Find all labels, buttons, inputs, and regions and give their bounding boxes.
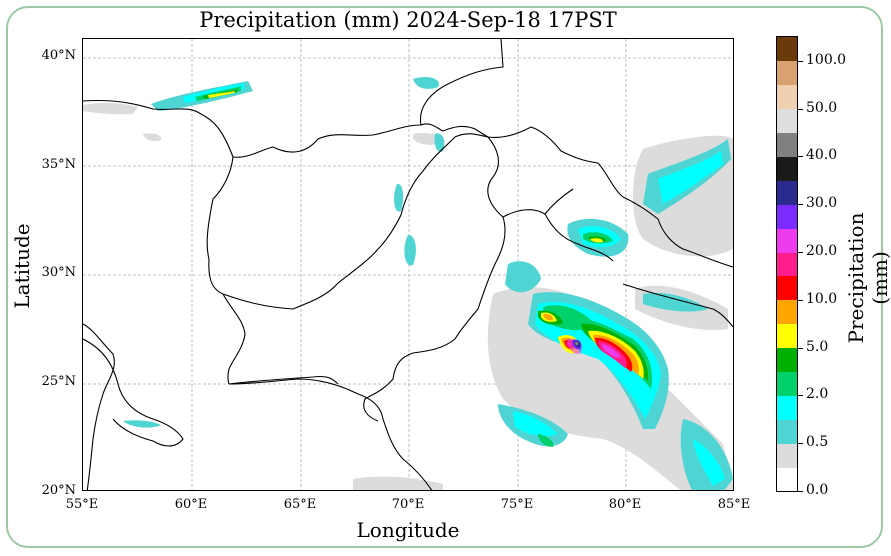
precip-cell — [513, 411, 558, 437]
precip-cell — [643, 292, 708, 312]
colorbar-tick-label: 20.0 — [806, 243, 838, 260]
colorbar-segment — [777, 419, 797, 444]
y-tick-label: 30°N — [41, 265, 76, 280]
precip-cell — [505, 261, 541, 293]
precip-cell — [538, 434, 554, 447]
colorbar-tick-label: 100.0 — [806, 51, 847, 68]
y-tick-label: 25°N — [41, 374, 76, 389]
colorbar-tick-mark — [798, 491, 803, 492]
colorbar-segment — [777, 108, 797, 134]
country-borders — [83, 39, 733, 490]
colorbar-tick-label: 10.0 — [806, 290, 838, 307]
colorbar-segment — [777, 156, 797, 181]
precip-cell — [601, 344, 621, 358]
colorbar-tick-mark — [798, 395, 803, 397]
colorbar-tick-label: 40.0 — [806, 147, 838, 164]
colorbar-tick-mark — [798, 252, 803, 254]
colorbar-segment — [777, 132, 797, 157]
x-tick-label: 60°E — [174, 497, 208, 512]
colorbar-segment — [777, 323, 797, 349]
precipitation-map — [83, 39, 733, 490]
precip-cell — [575, 341, 579, 346]
colorbar-tick-label: 50.0 — [806, 99, 838, 116]
colorbar — [776, 36, 798, 492]
colorbar-segment — [777, 371, 797, 396]
graticule — [83, 39, 733, 490]
precip-cell — [590, 238, 603, 243]
colorbar-segment — [777, 395, 797, 420]
colorbar-tick-label: 2.0 — [806, 386, 829, 403]
colorbar-segment — [777, 37, 797, 62]
colorbar-tick-label: 30.0 — [806, 195, 838, 212]
precip-cell — [123, 420, 161, 428]
colorbar-tick-mark — [798, 108, 803, 110]
precip-cell — [404, 234, 416, 266]
precip-cell — [543, 313, 553, 321]
colorbar-label: Precipitation (mm) — [844, 212, 891, 344]
x-tick-label: 55°E — [65, 497, 99, 512]
x-tick-label: 80°E — [608, 497, 642, 512]
y-tick-label: 40°N — [41, 48, 76, 63]
colorbar-tick-mark — [798, 204, 803, 206]
x-tick-label: 75°E — [500, 497, 534, 512]
colorbar-segment — [777, 443, 797, 468]
colorbar-segment — [777, 275, 797, 301]
colorbar-segment — [777, 467, 797, 492]
y-tick-label: 20°N — [41, 483, 76, 498]
y-axis-label: Latitude — [10, 223, 34, 309]
x-tick-label: 65°E — [283, 497, 317, 512]
colorbar-tick-label: 0.0 — [806, 482, 829, 498]
x-axis-label: Longitude — [356, 518, 460, 542]
colorbar-segment — [777, 299, 797, 325]
colorbar-segment — [777, 204, 797, 229]
colorbar-tick-mark — [798, 156, 803, 158]
precip-cell — [353, 476, 443, 490]
colorbar-segment — [777, 60, 797, 86]
colorbar-tick-mark — [798, 299, 803, 301]
precip-cell — [658, 151, 723, 204]
precip-cell — [535, 301, 661, 419]
colorbar-segment — [777, 252, 797, 277]
colorbar-tick-mark — [798, 443, 803, 445]
colorbar-segment — [777, 84, 797, 110]
colorbar-segment — [777, 180, 797, 205]
y-tick-label: 35°N — [41, 157, 76, 172]
precip-cell — [693, 439, 725, 486]
colorbar-segment — [777, 347, 797, 373]
precipitation-cells — [83, 76, 733, 490]
colorbar-tick-label: 5.0 — [806, 338, 829, 355]
precip-cell — [413, 76, 439, 89]
precip-cell — [394, 183, 404, 212]
precip-cell — [208, 91, 235, 98]
x-tick-label: 70°E — [391, 497, 425, 512]
x-tick-label: 85°E — [717, 497, 751, 512]
colorbar-segment — [777, 228, 797, 253]
precip-cell — [143, 133, 162, 142]
precip-cell — [83, 102, 138, 115]
map-area — [82, 38, 734, 491]
precip-cell — [434, 133, 445, 152]
colorbar-tick-mark — [798, 60, 803, 62]
colorbar-tick-mark — [798, 347, 803, 349]
colorbar-tick-label: 0.5 — [806, 434, 829, 451]
map-title: Precipitation (mm) 2024-Sep-18 17PST — [199, 8, 617, 32]
